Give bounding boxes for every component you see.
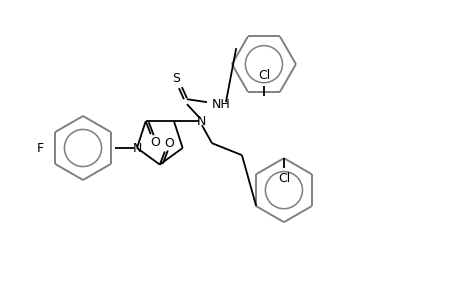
Text: O: O — [150, 136, 159, 149]
Text: Cl: Cl — [277, 172, 290, 185]
Text: O: O — [163, 137, 174, 150]
Text: N: N — [197, 115, 206, 128]
Text: Cl: Cl — [257, 69, 269, 82]
Text: S: S — [172, 72, 179, 85]
Text: F: F — [37, 142, 44, 154]
Text: N: N — [132, 142, 141, 154]
Text: NH: NH — [212, 98, 230, 111]
